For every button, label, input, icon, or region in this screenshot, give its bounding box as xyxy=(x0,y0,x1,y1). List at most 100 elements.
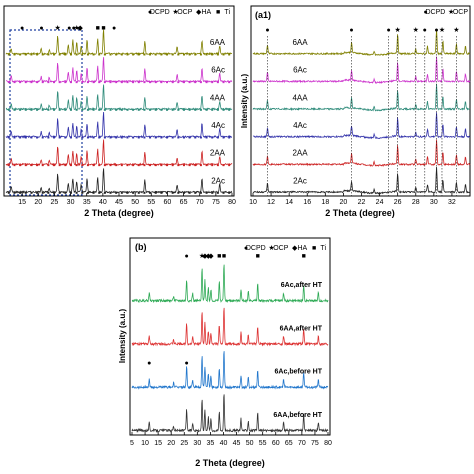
series-point xyxy=(171,108,174,111)
series-point xyxy=(222,81,225,84)
series-point xyxy=(137,136,140,139)
series-point xyxy=(36,53,39,56)
series-point xyxy=(182,136,185,139)
series-point xyxy=(75,136,78,139)
series-point xyxy=(64,191,67,194)
series-point xyxy=(69,81,72,84)
series-point xyxy=(228,108,231,111)
x-tick-label: 25 xyxy=(51,199,59,206)
series-point xyxy=(166,53,169,56)
x-tick-label: 60 xyxy=(164,199,172,206)
legend-label: OCP xyxy=(177,9,193,16)
series-point xyxy=(58,108,61,111)
series-point xyxy=(228,53,231,56)
series-point xyxy=(30,53,33,56)
x-tick-label: 80 xyxy=(228,199,236,206)
series-point xyxy=(149,108,152,111)
series-point xyxy=(109,191,112,194)
panel-a1-legend: OCP★DCPD● xyxy=(423,8,468,16)
series-point xyxy=(205,136,208,139)
series-point xyxy=(126,108,129,111)
series-point xyxy=(177,108,180,111)
series-point xyxy=(24,108,27,111)
series-point xyxy=(19,191,22,194)
series-point xyxy=(64,53,67,56)
series-point xyxy=(13,53,16,56)
series-point xyxy=(53,108,56,111)
series-point xyxy=(132,53,135,56)
panel-b-legend: Ti ■ HA◆OCP★DCPD● xyxy=(244,244,327,252)
series-point xyxy=(13,108,16,111)
series-point xyxy=(58,136,61,139)
x-tick-label: 35 xyxy=(207,440,215,447)
series-point xyxy=(222,136,225,139)
series-point xyxy=(160,191,163,194)
series-point xyxy=(137,191,140,194)
series-line xyxy=(131,351,329,390)
series-point xyxy=(194,53,197,56)
series-point xyxy=(36,191,39,194)
panel-b-plot: 5 10 15 20 25 30 35 40 45 50 55 60 65 70 75 80 6Ac,after… xyxy=(130,252,332,447)
x-tick-label: 65 xyxy=(285,440,293,447)
series-point xyxy=(7,53,10,56)
series-point xyxy=(64,81,67,84)
legend-symbol: ● xyxy=(423,9,427,16)
series-point xyxy=(216,191,219,194)
series-point xyxy=(47,53,50,56)
series-point xyxy=(30,136,33,139)
peak-marker: ★ xyxy=(55,24,61,32)
series-point xyxy=(222,108,225,111)
series-point xyxy=(177,136,180,139)
series-point xyxy=(228,191,231,194)
series-point xyxy=(69,164,72,167)
series-point xyxy=(41,191,44,194)
x-tick-label: 70 xyxy=(196,199,204,206)
series-point xyxy=(120,53,123,56)
x-tick-label: 75 xyxy=(212,199,220,206)
series-point xyxy=(98,53,101,56)
series-point xyxy=(194,164,197,167)
legend-label: HA xyxy=(297,245,307,252)
peak-marker: ● xyxy=(185,253,189,260)
series-point xyxy=(58,164,61,167)
series-label: 4AA xyxy=(210,93,226,102)
series-point xyxy=(75,164,78,167)
series-point xyxy=(194,108,197,111)
series-point xyxy=(7,81,10,84)
series-point xyxy=(109,53,112,56)
series-label: 2AA xyxy=(210,149,226,158)
series-point xyxy=(166,136,169,139)
series-point xyxy=(86,191,89,194)
series-point xyxy=(36,136,39,139)
series-point xyxy=(92,81,95,84)
series-point xyxy=(171,164,174,167)
series-point xyxy=(216,164,219,167)
series-point xyxy=(160,108,163,111)
series-point xyxy=(47,191,50,194)
series-label: 6AA,before HT xyxy=(273,412,322,419)
legend-label: DCPD xyxy=(246,245,266,252)
series-point xyxy=(69,191,72,194)
series-point xyxy=(98,136,101,139)
series-point xyxy=(92,53,95,56)
series-point xyxy=(216,53,219,56)
series-point xyxy=(41,81,44,84)
series-point xyxy=(137,164,140,167)
legend-symbol: ■ xyxy=(216,9,220,16)
legend-label: DCPD xyxy=(150,9,170,16)
series-point xyxy=(7,164,10,167)
series-point xyxy=(47,136,50,139)
peak-marker: ★ xyxy=(74,24,80,32)
legend-symbol: ● xyxy=(148,9,152,16)
legend-label: OCP xyxy=(453,9,469,16)
legend-symbol: ★ xyxy=(172,8,178,16)
peak-marker: ◆ xyxy=(208,253,214,260)
series-point xyxy=(13,164,16,167)
peak-marker: ◆ xyxy=(206,253,212,260)
series-point xyxy=(69,53,72,56)
x-tick-label: 30 xyxy=(193,440,201,447)
series-point xyxy=(154,53,157,56)
series-point xyxy=(24,136,27,139)
series-point xyxy=(24,191,27,194)
series-point xyxy=(24,164,27,167)
